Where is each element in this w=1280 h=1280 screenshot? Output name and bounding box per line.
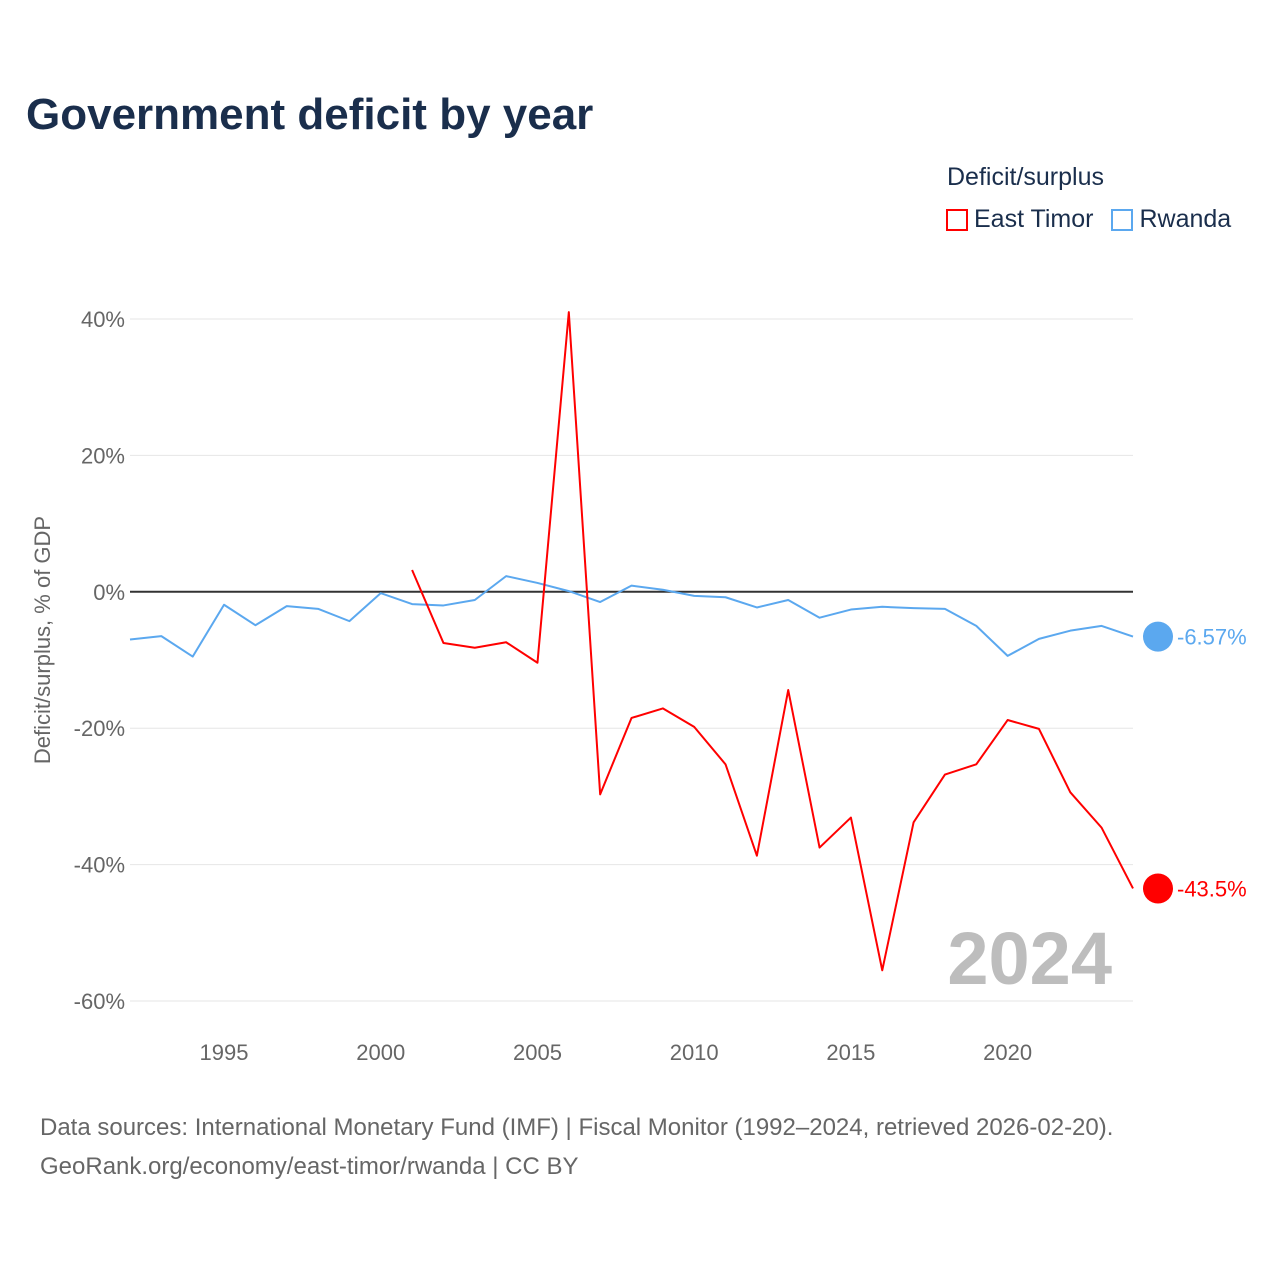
end-value-label: -43.5%	[1177, 876, 1247, 901]
legend: East Timor Rwanda	[946, 205, 1231, 234]
y-tick-label: -60%	[74, 989, 125, 1014]
series-line-east-timor	[411, 311, 1134, 972]
y-tick-label: 20%	[81, 443, 125, 468]
x-tick-label: 2020	[983, 1040, 1032, 1065]
legend-item-east-timor[interactable]: East Timor	[946, 205, 1093, 234]
legend-item-rwanda[interactable]: Rwanda	[1111, 205, 1231, 234]
x-tick-label: 2005	[513, 1040, 562, 1065]
x-tick-label: 2015	[826, 1040, 875, 1065]
series-line-rwanda	[129, 575, 1134, 658]
y-axis-label: Deficit/surplus, % of GDP	[30, 516, 55, 764]
y-tick-label: 0%	[93, 580, 125, 605]
flag-icon-east-timor	[1143, 873, 1173, 904]
y-tick-label: 40%	[81, 307, 125, 332]
end-value-label: -6.57%	[1177, 625, 1247, 650]
legend-label: Rwanda	[1139, 205, 1232, 233]
source-link[interactable]: GeoRank.org/economy/east-timor/rwanda | …	[40, 1153, 579, 1180]
x-tick-label: 2010	[670, 1040, 719, 1065]
legend-title: Deficit/surplus	[947, 163, 1104, 191]
chart-title: Government deficit by year	[26, 90, 594, 139]
year-watermark: 2024	[947, 917, 1112, 1000]
legend-swatch	[946, 208, 968, 231]
y-tick-label: -40%	[74, 853, 125, 878]
source-note: Data sources: International Monetary Fun…	[40, 1108, 1113, 1186]
x-tick-label: 1995	[200, 1040, 249, 1065]
y-tick-label: -20%	[74, 716, 125, 741]
source-line: Data sources: International Monetary Fun…	[40, 1114, 1114, 1141]
flag-icon-rwanda	[1143, 621, 1173, 652]
x-tick-label: 2000	[356, 1040, 405, 1065]
legend-label: East Timor	[974, 205, 1094, 233]
legend-swatch	[1111, 208, 1134, 231]
